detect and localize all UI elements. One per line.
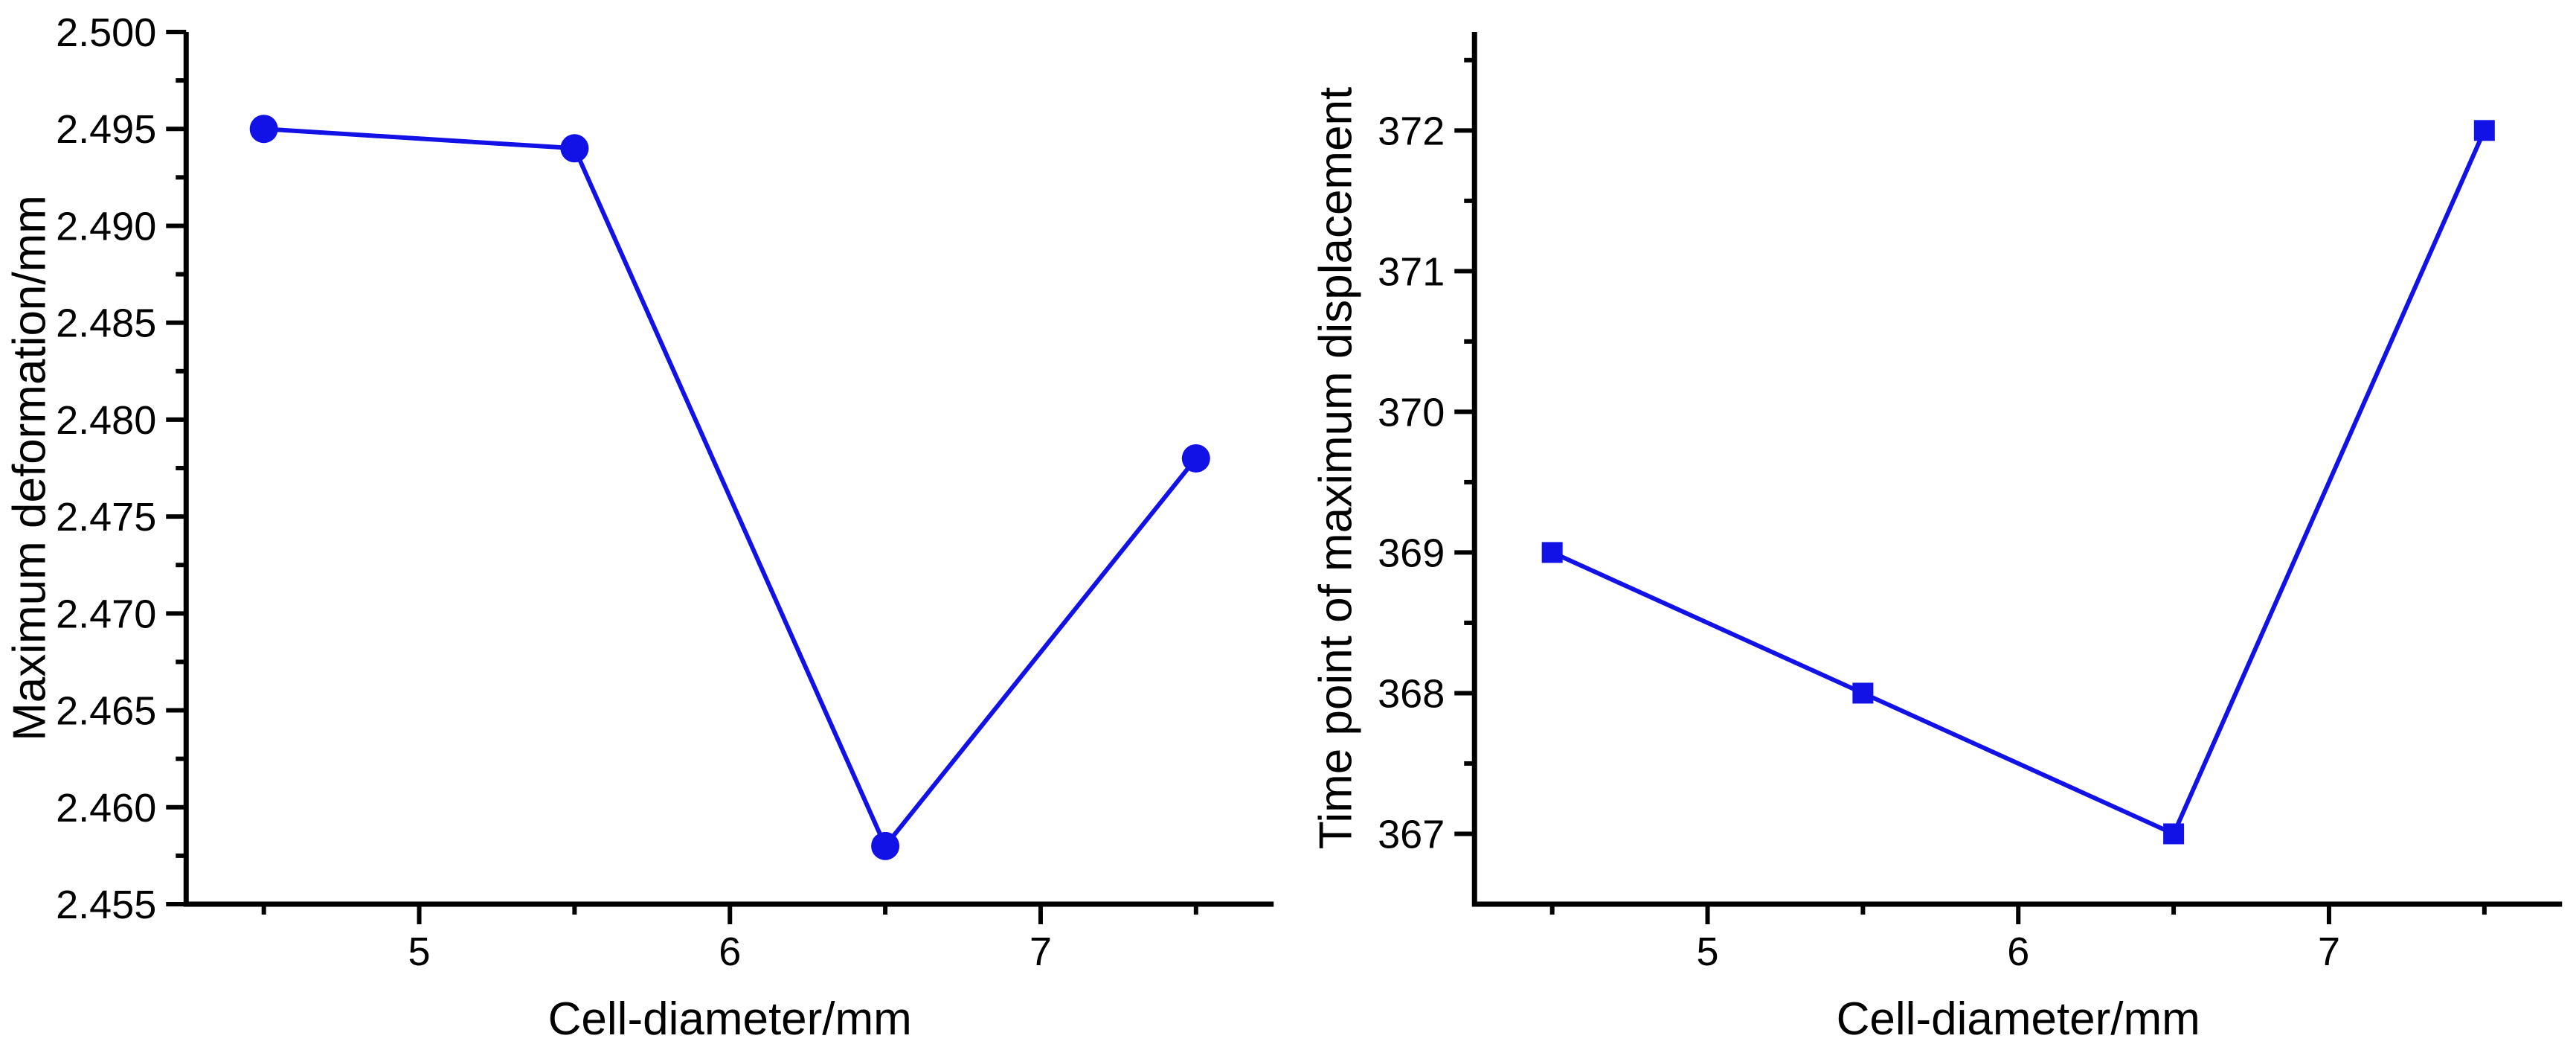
data-point-marker xyxy=(249,115,278,144)
y-tick-label: 2.490 xyxy=(56,204,156,249)
series-line xyxy=(263,127,1198,851)
y-axis-label: Maximum deformation/mm xyxy=(4,195,55,741)
max-deformation-chart-svg: 5 6 7 2.500 2.495 2.490 2.485 2.480 2.475 2.470 2.… xyxy=(4,10,1274,1045)
axis-spine xyxy=(1471,32,2562,907)
data-point-marker xyxy=(560,134,589,163)
y-tick-label: 367 xyxy=(1378,812,1445,857)
y-tick-label: 371 xyxy=(1378,249,1445,294)
y-tick-label: 2.460 xyxy=(56,786,156,830)
data-point-marker xyxy=(2162,823,2184,845)
y-tick-label: 2.465 xyxy=(56,689,156,734)
x-axis-label: Cell-diameter/mm xyxy=(1836,993,2200,1045)
y-tick-label: 2.495 xyxy=(56,107,156,152)
y-tick-label: 2.475 xyxy=(56,495,156,540)
chart-max-deformation: 5 6 7 2.500 2.495 2.490 2.485 2.480 2.475 2.470 2.… xyxy=(4,10,1274,1045)
x-tick-label: 5 xyxy=(1696,929,1718,974)
x-axis-label: Cell-diameter/mm xyxy=(548,993,912,1045)
y-tick-label: 2.455 xyxy=(56,883,156,927)
x-tick-label: 7 xyxy=(2317,929,2339,974)
y-tick-label: 2.485 xyxy=(56,301,156,346)
y-axis-label: Time point of maximum displacement xyxy=(1310,87,1361,850)
x-tick-label: 5 xyxy=(408,929,431,974)
y-tick-label: 369 xyxy=(1378,531,1445,575)
series-line xyxy=(1550,129,2487,837)
y-tick-label: 2.480 xyxy=(56,398,156,443)
data-point-marker xyxy=(871,831,900,860)
chart-time-point: 5 6 7 372 371 370 369 368 367 Cell-diameter/mm Tim… xyxy=(1288,0,2576,1053)
y-tick-label: 368 xyxy=(1378,671,1445,716)
y-tick-label: 2.470 xyxy=(56,592,156,636)
data-point-marker xyxy=(1541,542,1563,563)
data-point-marker xyxy=(2473,120,2495,141)
time-point-chart-svg: 5 6 7 372 371 370 369 368 367 Cell-diameter/mm Tim… xyxy=(1310,32,2562,1045)
x-tick-label: 7 xyxy=(1030,929,1052,974)
y-tick-label: 2.500 xyxy=(56,10,156,55)
x-tick-label: 6 xyxy=(2007,929,2029,974)
data-point-marker xyxy=(1181,444,1210,473)
x-tick-label: 6 xyxy=(719,929,741,974)
y-tick-label: 370 xyxy=(1378,390,1445,435)
axis-spine xyxy=(183,32,1274,907)
y-tick-label: 372 xyxy=(1378,109,1445,153)
data-point-marker xyxy=(1851,682,1873,704)
